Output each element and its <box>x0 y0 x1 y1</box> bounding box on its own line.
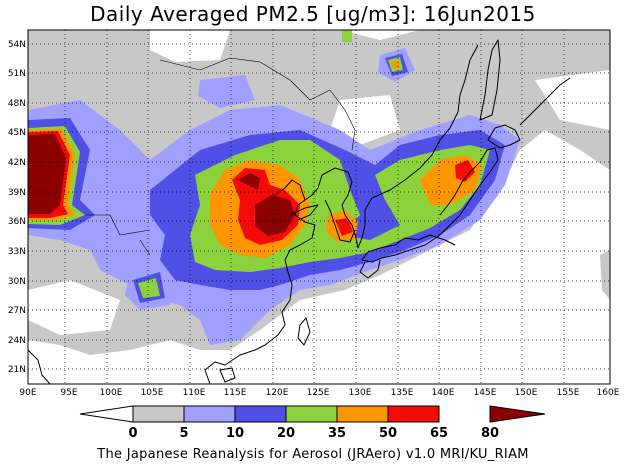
lon-label: 110E <box>183 388 206 398</box>
lat-label: 42N <box>8 158 26 168</box>
colorbar-tick-label: 0 <box>128 426 137 441</box>
contour-white-2 <box>28 280 120 335</box>
lon-label: 95E <box>60 388 77 398</box>
lat-label: 54N <box>8 40 26 50</box>
map-frame <box>27 29 611 385</box>
contour-green-s <box>138 278 160 298</box>
colorbar-tick-label: 10 <box>226 426 244 441</box>
contour-darkred-main2 <box>255 195 295 236</box>
contour-grey-patch <box>600 250 610 300</box>
lat-label: 33N <box>8 247 26 257</box>
border-lines <box>85 57 356 256</box>
longitude-labels: 90E 95E 100E 105E 110E 115E 120E 125E 13… <box>19 388 619 398</box>
coast-korea <box>324 199 356 243</box>
lon-label: 135E <box>391 388 414 398</box>
colorbar-tick-label: 80 <box>481 426 499 441</box>
coast-taiwan <box>297 317 311 346</box>
lon-label: 155E <box>557 388 580 398</box>
lon-label: 140E <box>432 388 455 398</box>
map-credit: The Japanese Reanalysis for Aerosol (JRA… <box>97 447 529 462</box>
lon-label: 130E <box>349 388 372 398</box>
lon-label: 150E <box>515 388 538 398</box>
lon-label: 90E <box>19 388 36 398</box>
coast-bay-bengal <box>28 349 51 384</box>
colorbar-tick-label: 35 <box>328 426 346 441</box>
coast-shandong <box>289 204 319 221</box>
colorbar: 0 5 10 20 35 50 65 80 <box>79 405 546 441</box>
contour-darkred-main <box>238 173 260 190</box>
pm25-contours <box>28 30 610 355</box>
colorbar-box <box>285 405 338 423</box>
lat-label: 36N <box>8 217 26 227</box>
lon-label: 145E <box>474 388 497 398</box>
coast-china <box>204 44 479 384</box>
colorbar-box <box>336 405 389 423</box>
contour-green-n <box>342 30 352 42</box>
lat-label: 39N <box>8 188 26 198</box>
pm25-map-plot <box>27 29 611 385</box>
lat-label: 21N <box>8 365 26 375</box>
contour-lightblue-nc <box>198 75 255 108</box>
coast-sakhalin <box>479 39 501 121</box>
lat-label: 27N <box>8 306 26 316</box>
latitude-labels: 54N 51N 48N 45N 42N 39N 36N 33N 30N 27N … <box>8 40 26 375</box>
colorbar-box <box>234 405 287 423</box>
contour-white-3 <box>330 95 400 145</box>
contour-white-4 <box>535 70 610 130</box>
colorbar-box <box>387 405 440 423</box>
colorbar-tick-label: 20 <box>277 426 295 441</box>
coast-kurils <box>519 77 571 126</box>
lat-label: 48N <box>8 99 26 109</box>
contour-red-kr <box>335 218 353 236</box>
coast-bohai <box>274 179 306 201</box>
lon-label: 120E <box>266 388 289 398</box>
coast-kyushu <box>359 259 381 279</box>
contour-darkred <box>28 134 66 214</box>
colorbar-tick-label: 50 <box>379 426 397 441</box>
colorbar-box <box>183 405 236 423</box>
colorbar-arrow-high <box>489 405 546 423</box>
lat-label: 45N <box>8 128 26 138</box>
contour-red-jp <box>455 160 475 182</box>
colorbar-tick-label: 65 <box>430 426 448 441</box>
lon-label: 160E <box>597 388 620 398</box>
colorbar-arrow-low <box>79 405 134 423</box>
map-title: Daily Averaged PM2.5 [ug/m3]: 16Jun2015 <box>90 2 536 26</box>
lat-label: 24N <box>8 336 26 346</box>
lon-label: 125E <box>307 388 330 398</box>
colorbar-box <box>132 405 185 423</box>
lon-label: 100E <box>100 388 123 398</box>
coast-hokkaido <box>487 124 521 149</box>
lat-label: 30N <box>8 277 26 287</box>
lon-label: 105E <box>141 388 164 398</box>
lon-label: 115E <box>224 388 247 398</box>
lat-label: 51N <box>8 69 26 79</box>
colorbar-tick-label: 5 <box>179 426 188 441</box>
graticule <box>28 30 610 384</box>
